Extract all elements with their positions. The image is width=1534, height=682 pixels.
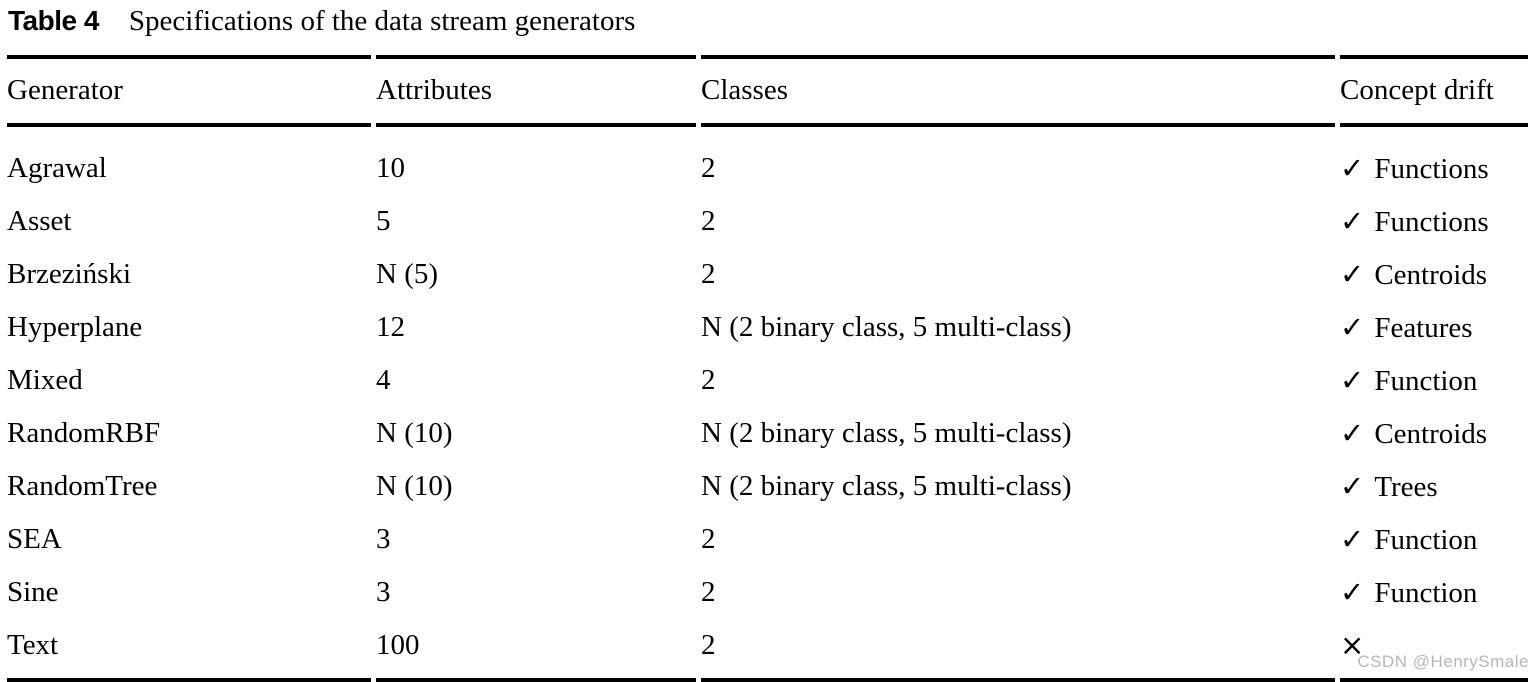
cell-attributes: 10 [376, 152, 405, 184]
cell-classes: 2 [701, 364, 716, 396]
check-icon: ✓ [1340, 575, 1365, 609]
cell-concept-drift: × [1340, 619, 1528, 682]
cell-concept-drift: ✓ Function [1340, 354, 1528, 407]
drift-label: Function [1374, 365, 1478, 397]
cell-generator: RandomTree [7, 470, 158, 502]
cell-concept-drift: ✓ Function [1340, 566, 1528, 619]
drift-label: Functions [1374, 206, 1489, 238]
cell-classes: N (2 binary class, 5 multi-class) [701, 311, 1072, 343]
drift-label: Features [1374, 312, 1473, 344]
cell-classes: 2 [701, 619, 1335, 682]
cell-concept-drift: ✓ Features [1340, 301, 1528, 354]
cell-classes: 2 [701, 576, 716, 608]
table-row: RandomTree N (10) N (2 binary class, 5 m… [7, 460, 1528, 513]
table-row: Text 100 2 × [7, 619, 1528, 682]
check-icon: ✓ [1340, 416, 1365, 450]
cell-generator: Mixed [7, 364, 83, 396]
col-header-classes: Classes [701, 55, 1335, 127]
table-row: Mixed 4 2 ✓ Function [7, 354, 1528, 407]
drift-label: Function [1374, 524, 1478, 556]
cell-classes: 2 [701, 152, 716, 184]
cell-attributes: 3 [376, 523, 391, 555]
cell-concept-drift: ✓ Centroids [1340, 407, 1528, 460]
table-caption: Table 4 Specifications of the data stream… [8, 3, 635, 44]
cell-generator: SEA [7, 523, 62, 555]
cell-attributes: N (10) [376, 470, 453, 502]
check-icon: ✓ [1340, 363, 1365, 397]
table-row: RandomRBF N (10) N (2 binary class, 5 mu… [7, 407, 1528, 460]
cell-generator: Sine [7, 576, 59, 608]
cell-concept-drift: ✓ Functions [1340, 127, 1528, 195]
table-row: SEA 3 2 ✓ Function [7, 513, 1528, 566]
cell-attributes: 3 [376, 576, 391, 608]
cell-generator: Asset [7, 205, 72, 237]
cell-attributes: N (5) [376, 258, 439, 290]
cell-generator: Agrawal [7, 152, 107, 184]
cell-generator: Text [7, 619, 371, 682]
drift-label: Centroids [1374, 418, 1488, 450]
check-icon: ✓ [1340, 469, 1365, 503]
cell-attributes: 4 [376, 364, 391, 396]
cell-classes: N (2 binary class, 5 multi-class) [701, 470, 1072, 502]
table-caption-text: Specifications of the data stream genera… [128, 5, 636, 37]
spec-table: Generator Attributes Classes Concept dri… [2, 55, 1533, 682]
table-caption-label: Table 4 [8, 5, 99, 36]
table-row: Hyperplane 12 N (2 binary class, 5 multi… [7, 301, 1528, 354]
table-header-row: Generator Attributes Classes Concept dri… [7, 55, 1528, 127]
cell-generator: Brzeziński [7, 258, 132, 290]
table-row: Agrawal 10 2 ✓ Functions [7, 127, 1528, 195]
cell-attributes: 100 [376, 619, 696, 682]
table-row: Sine 3 2 ✓ Function [7, 566, 1528, 619]
check-icon: ✓ [1340, 522, 1365, 556]
col-header-concept-drift: Concept drift [1340, 55, 1528, 127]
check-icon: ✓ [1340, 257, 1365, 291]
drift-label: Centroids [1374, 259, 1488, 291]
cell-concept-drift: ✓ Function [1340, 513, 1528, 566]
check-icon: ✓ [1340, 151, 1365, 185]
check-icon: ✓ [1340, 310, 1365, 344]
cell-attributes: 5 [376, 205, 391, 237]
cell-classes: 2 [701, 258, 716, 290]
cell-classes: 2 [701, 205, 716, 237]
table-row: Asset 5 2 ✓ Functions [7, 195, 1528, 248]
drift-label: Function [1374, 577, 1478, 609]
drift-label: Functions [1374, 153, 1489, 185]
cell-concept-drift: ✓ Trees [1340, 460, 1528, 513]
table-row: Brzeziński N (5) 2 ✓ Centroids [7, 248, 1528, 301]
drift-label: Trees [1374, 471, 1438, 503]
cell-generator: RandomRBF [7, 417, 161, 449]
check-icon: ✓ [1340, 204, 1365, 238]
cell-generator: Hyperplane [7, 311, 143, 343]
cell-classes: N (2 binary class, 5 multi-class) [701, 417, 1072, 449]
col-header-attributes: Attributes [376, 55, 696, 127]
cell-attributes: N (10) [376, 417, 453, 449]
col-header-generator: Generator [7, 55, 371, 127]
csdn-watermark: CSDN @HenrySmale [1357, 652, 1529, 671]
cell-attributes: 12 [376, 311, 405, 343]
cell-concept-drift: ✓ Functions [1340, 195, 1528, 248]
cross-icon: × [1340, 628, 1365, 662]
cell-concept-drift: ✓ Centroids [1340, 248, 1528, 301]
cell-classes: 2 [701, 523, 716, 555]
